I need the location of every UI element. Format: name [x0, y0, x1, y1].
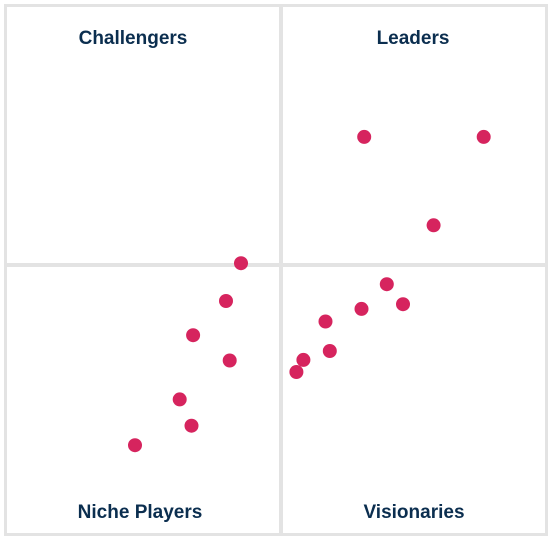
frame-border	[4, 4, 548, 536]
data-point-16	[184, 418, 199, 433]
data-point-2	[476, 129, 491, 144]
data-point-13	[289, 365, 304, 379]
data-point-5	[219, 294, 233, 308]
data-point-11	[322, 344, 337, 358]
quadrant-frame	[4, 4, 548, 536]
data-point-3	[426, 218, 441, 233]
quadrant-label-visionaries: Visionaries	[363, 502, 464, 523]
data-point-6	[379, 277, 394, 292]
data-point-1	[357, 129, 372, 144]
data-point-7	[396, 297, 410, 312]
quadrant-label-leaders: Leaders	[377, 28, 450, 49]
data-points	[128, 129, 491, 453]
quadrant-label-challengers: Challengers	[79, 28, 188, 49]
data-point-14	[222, 353, 237, 368]
data-point-4	[234, 256, 248, 271]
data-point-8	[354, 301, 369, 316]
data-point-17	[128, 438, 142, 453]
data-point-12	[296, 352, 311, 367]
quadrant-labels: Challengers Leaders Niche Players Vision…	[78, 28, 465, 523]
data-point-9	[318, 314, 333, 329]
quadrant-label-niche-players: Niche Players	[78, 502, 203, 523]
data-point-15	[172, 392, 187, 407]
data-point-10	[186, 328, 201, 343]
